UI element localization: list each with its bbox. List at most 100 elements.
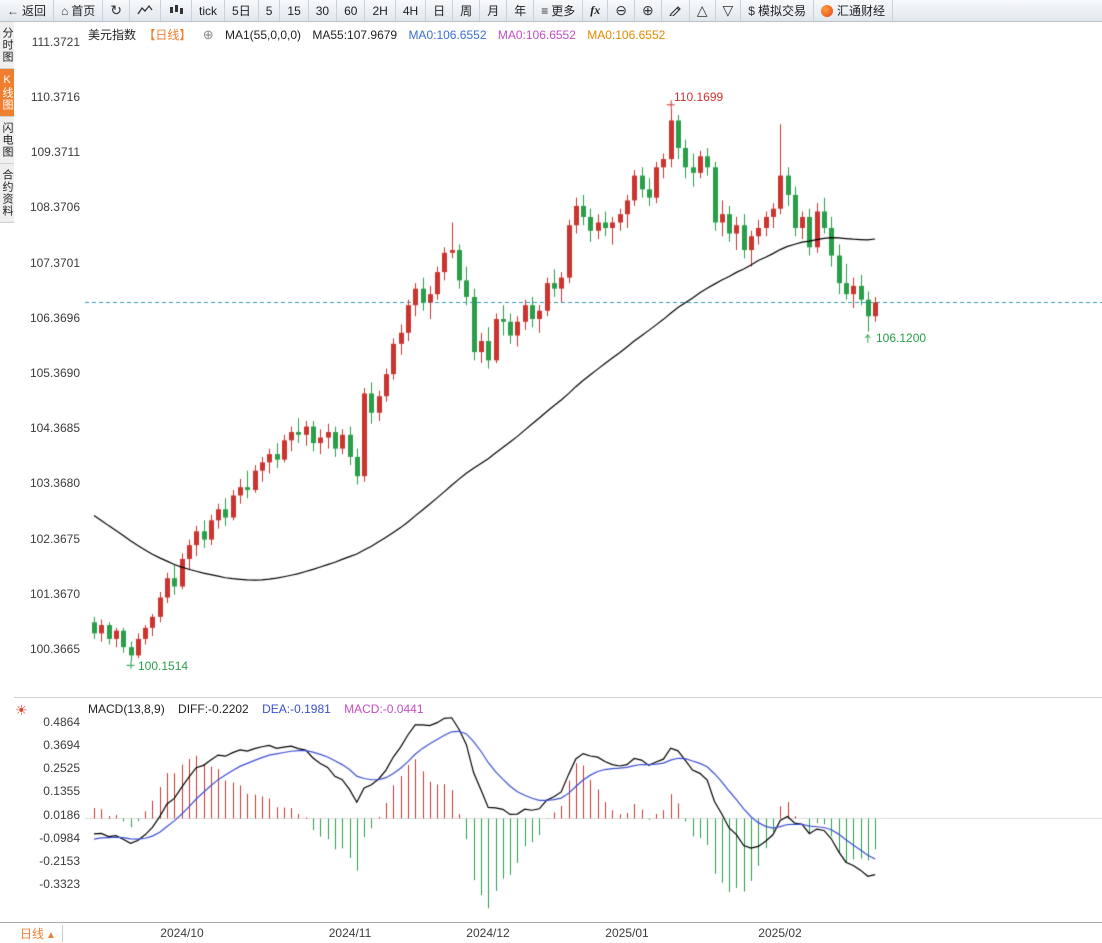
price-axis-label: 105.3690 — [29, 366, 80, 380]
x-axis-date: 2025/01 — [605, 926, 649, 940]
high-price-annotation: 110.1699 — [674, 90, 724, 104]
price-axis-label: 104.3685 — [29, 421, 80, 435]
price-axis-label: 107.3701 — [29, 256, 80, 270]
period-month-button[interactable]: 月 — [480, 0, 508, 21]
ma-setting-label: MA1(55,0,0,0) — [224, 28, 302, 42]
macd-axis-label: -0.2153 — [39, 854, 80, 868]
pencil-icon — [668, 3, 682, 19]
macd-axis-label: 0.4864 — [43, 715, 80, 729]
period-15min-button[interactable]: 15 — [280, 0, 309, 21]
chart-header: 美元指数 【日线】 ⊕ MA1(55,0,0,0) MA55:107.9679 … — [88, 26, 673, 43]
toolbar: ← 返回 ⌂ 首页 ↻ tick 5日 5 15 30 60 2H 4H 日 周… — [0, 0, 1102, 22]
sidebar: 分时图 K线图 闪电图 合约资料 — [0, 22, 14, 922]
candle-chart-button[interactable] — [161, 0, 193, 21]
more-label: 更多 — [551, 4, 576, 18]
back-label: 返回 — [22, 4, 47, 18]
ma55-value: MA55:107.9679 — [312, 28, 398, 42]
zoom-in-icon: ⊕ — [641, 2, 654, 18]
period-week-button[interactable]: 周 — [453, 0, 481, 21]
period-day-button[interactable]: 日 — [426, 0, 454, 21]
panel-separator — [14, 697, 1102, 698]
period-4h-button[interactable]: 4H — [396, 0, 427, 21]
fx-icon: fx — [590, 3, 601, 17]
price-axis-label: 103.3680 — [29, 476, 80, 490]
back-button[interactable]: ← 返回 — [0, 0, 55, 21]
bottom-period-tab[interactable]: 日线 ▲ — [14, 925, 63, 942]
macd-dea-value: DEA:-0.1981 — [262, 702, 331, 716]
price-axis-label: 100.3665 — [29, 642, 80, 656]
draw-pencil-button[interactable] — [662, 0, 690, 21]
brand-button[interactable]: 汇通财经 — [814, 0, 893, 21]
period-tag: 【日线】 — [143, 28, 192, 42]
ma0-value-blue: MA0:106.6552 — [408, 28, 487, 42]
home-button[interactable]: ⌂ 首页 — [54, 0, 104, 21]
refresh-button[interactable]: ↻ — [103, 0, 131, 21]
zoom-out-icon: ⊖ — [615, 2, 627, 18]
macd-axis-label: 0.2525 — [43, 761, 80, 775]
sidebar-tab-contract-info[interactable]: 合约资料 — [0, 164, 14, 223]
price-axis-label: 108.3706 — [29, 200, 80, 214]
sidebar-tab-time-chart[interactable]: 分时图 — [0, 22, 14, 69]
x-axis-date: 2024/12 — [466, 926, 510, 940]
period-5day-button[interactable]: 5日 — [225, 0, 259, 21]
macd-axis-label: 0.1355 — [43, 784, 80, 798]
period-60min-button[interactable]: 60 — [337, 0, 366, 21]
price-axis-label: 102.3675 — [29, 532, 80, 546]
macd-axis-label: -0.0984 — [39, 831, 80, 845]
home-icon: ⌂ — [61, 3, 69, 18]
indicator-fx-button[interactable]: fx — [583, 0, 609, 21]
menu-icon: ≡ — [541, 3, 549, 18]
period-5min-button[interactable]: 5 — [259, 0, 281, 21]
symbol-name: 美元指数 — [88, 28, 137, 42]
x-axis-date: 2025/02 — [758, 926, 802, 940]
zoom-in-button[interactable]: ⊕ — [635, 0, 662, 21]
period-30min-button[interactable]: 30 — [309, 0, 338, 21]
price-axis-label: 106.3696 — [29, 311, 80, 325]
sidebar-tab-lightning-chart[interactable]: 闪电图 — [0, 117, 14, 164]
triangle-down-icon: ▽ — [722, 2, 734, 18]
draw-triangle-up-button[interactable]: △ — [690, 0, 716, 21]
price-axis-label: 109.3711 — [30, 145, 80, 159]
macd-axis-label: 0.0186 — [43, 808, 80, 822]
line-chart-button[interactable] — [130, 0, 162, 21]
sim-trading-label: 模拟交易 — [757, 4, 806, 18]
macd-header: MACD(13,8,9) DIFF:-0.2202 DEA:-0.1981 MA… — [88, 702, 434, 716]
x-axis-date: 2024/10 — [160, 926, 204, 940]
dollar-icon: $ — [748, 3, 755, 18]
macd-axis-label: 0.3694 — [43, 738, 80, 752]
price-axis-label: 110.3716 — [30, 90, 80, 104]
bottom-strip: 日线 ▲ 2024/10 2024/11 2024/12 2025/01 2025… — [0, 922, 1102, 943]
add-indicator-icon[interactable]: ⊕ — [202, 27, 214, 42]
line-chart-icon — [137, 3, 153, 19]
sim-trading-button[interactable]: $ 模拟交易 — [741, 0, 814, 21]
up-arrow-icon: ▲ — [46, 930, 56, 941]
brand-logo-icon — [820, 4, 833, 17]
macd-params: MACD(13,8,9) — [88, 702, 165, 716]
refresh-icon: ↻ — [110, 2, 123, 18]
draw-triangle-down-button[interactable]: ▽ — [716, 0, 742, 21]
more-button[interactable]: ≡ 更多 — [534, 0, 584, 21]
period-year-button[interactable]: 年 — [507, 0, 535, 21]
price-axis-label: 111.3721 — [31, 35, 80, 49]
x-axis-date: 2024/11 — [328, 926, 372, 940]
period-tick-button[interactable]: tick — [192, 0, 226, 21]
indicator-settings-sun-icon[interactable]: ☀ — [15, 702, 28, 718]
candle-chart-icon — [168, 3, 184, 19]
zoom-out-button[interactable]: ⊖ — [608, 0, 635, 21]
back-arrow-icon: ← — [7, 3, 19, 18]
recent-low-price-annotation: 106.1200 — [876, 331, 927, 345]
macd-axis-label: -0.3323 — [39, 877, 80, 891]
period-2h-button[interactable]: 2H — [365, 0, 396, 21]
home-label: 首页 — [71, 4, 96, 18]
price-axis-label: 101.3670 — [29, 587, 80, 601]
sidebar-tab-candle-chart[interactable]: K线图 — [0, 69, 14, 117]
ma0-value-orange: MA0:106.6552 — [587, 28, 666, 42]
low-price-annotation: 100.1514 — [138, 659, 189, 673]
triangle-up-icon: △ — [696, 2, 708, 18]
ma0-value-magenta: MA0:106.6552 — [497, 28, 576, 42]
macd-diff-value: DIFF:-0.2202 — [178, 702, 249, 716]
brand-label: 汇通财经 — [836, 4, 885, 18]
macd-hist-value: MACD:-0.0441 — [344, 702, 424, 716]
